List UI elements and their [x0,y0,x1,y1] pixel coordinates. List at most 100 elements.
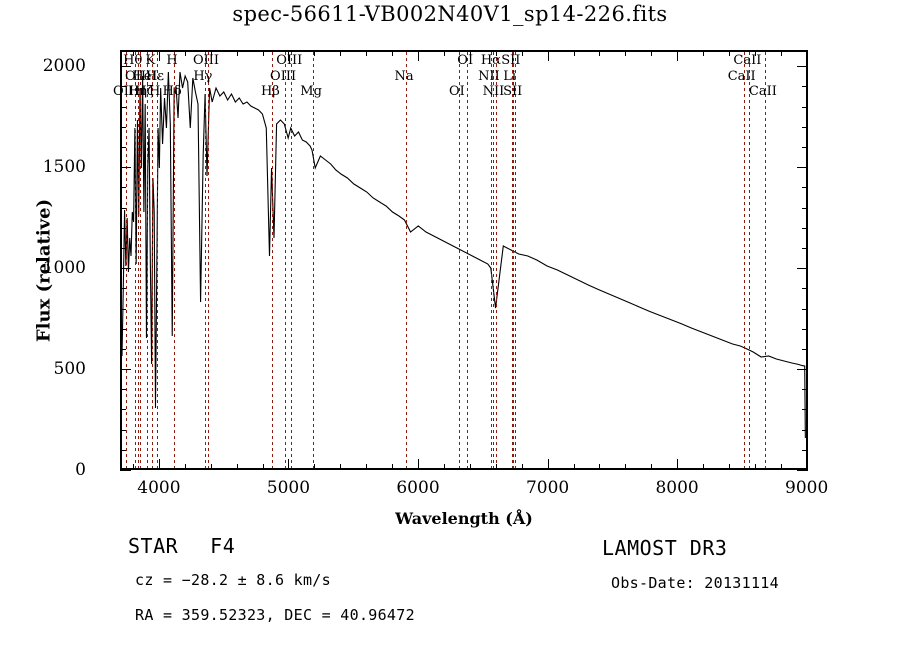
spectral-class: F4 [210,534,236,558]
x-tick-7200 [573,464,575,470]
y-axis-label: Flux (relative) [33,198,55,343]
line-marker-h-3798 [134,52,136,468]
y-tick-right-800 [802,308,808,310]
x-tick-top-5400 [340,50,342,56]
y-tick-1800 [120,106,126,108]
x-tick-top-5200 [314,50,316,56]
y-tick-1200 [120,227,126,229]
line-label-oiii-4959: OIII [270,69,297,84]
line-label-nii-6583: NII [482,84,505,99]
line-marker-h-4861 [272,52,274,468]
line-marker-sii-6716 [512,52,514,468]
x-tick-8800 [780,464,782,470]
y-tick-right-700 [802,328,808,330]
y-tick-1100 [120,247,126,249]
x-tick-4600 [236,464,238,470]
y-tick-1000 [120,268,131,270]
y-tick-label-500: 500 [53,359,86,379]
x-tick-4800 [262,464,264,470]
line-marker-li-6708 [511,52,513,468]
line-label-h-3968: H [149,84,161,99]
line-label-na-5893: Na [394,69,414,84]
y-tick-label-0: 0 [75,460,86,480]
line-marker-oiii-4364 [208,52,209,468]
line-marker-h-3889 [146,52,148,468]
y-tick-right-200 [802,429,808,431]
x-tick-top-6000 [418,50,419,61]
line-marker-h-4102 [174,52,176,468]
line-marker-nii-6583 [495,52,497,468]
line-marker-h-3835 [139,52,141,468]
line-marker-oii-3727 [125,52,127,468]
line-label-h-4102: H [166,53,178,68]
x-tick-6800 [521,464,523,470]
x-tick-3800 [133,464,134,470]
x-tick-top-9000 [806,50,808,61]
y-tick-200 [120,429,126,431]
line-label-h-4340: Hγ [193,69,213,84]
y-tick-label-1500: 1500 [42,157,86,178]
y-tick-right-1400 [802,187,808,189]
line-label-sii-6731: SII [503,84,523,99]
y-tick-right-300 [802,409,808,411]
object-type-line: STAR F4 [128,534,235,558]
line-label-caii-8542: CaII [733,53,762,68]
x-tick-8000 [677,459,679,470]
y-tick-right-1500 [797,167,808,169]
y-tick-1700 [120,126,126,128]
y-tick-900 [120,288,126,290]
line-marker-oiii-5007 [291,52,293,468]
line-label-h-3889: Hζ [135,84,154,99]
line-label-caii-8498: CaII [727,69,756,84]
line-label-oii-3727: OII [113,84,134,99]
line-marker-h-6563 [492,52,494,468]
y-tick-300 [120,409,126,411]
x-tick-6600 [495,464,497,470]
x-tick-5400 [340,464,342,470]
x-tick-top-6600 [495,50,497,56]
x-tick-top-4600 [236,50,238,56]
line-label-h-3798: Hθ [123,53,143,68]
line-marker-mg-5175 [313,52,315,468]
y-tick-1600 [120,146,126,148]
y-tick-right-1300 [802,207,808,209]
x-tick-top-4400 [210,50,212,56]
x-tick-5600 [366,464,368,470]
y-tick-right-1900 [802,86,808,88]
spectrum-plot-frame [120,50,808,470]
y-tick-right-2000 [797,66,808,68]
x-tick-4000 [158,459,160,470]
x-tick-8600 [754,464,756,470]
x-tick-top-4800 [262,50,264,56]
x-tick-8200 [703,464,705,470]
x-tick-top-7400 [599,50,601,56]
line-label-h-3970: Hε [145,69,165,84]
y-tick-label-1000: 1000 [42,258,86,279]
y-tick-1900 [120,86,126,88]
x-tick-label-9000: 9000 [785,478,829,498]
line-marker-caii-8662 [764,52,766,468]
line-marker-nii-6548 [491,52,492,468]
x-tick-5200 [314,464,316,470]
x-tick-top-8400 [729,50,730,56]
y-tick-600 [120,348,126,350]
x-tick-top-8800 [780,50,782,56]
y-tick-1400 [120,187,126,189]
line-marker-h-3970 [157,52,158,468]
y-tick-right-500 [797,369,808,370]
y-tick-700 [120,328,126,330]
x-tick-7400 [599,464,601,470]
x-tick-top-7800 [651,50,653,56]
x-tick-7600 [625,464,627,470]
line-label-caii-8662: CaII [748,84,777,99]
line-label-h-4861: Hβ [260,84,280,99]
x-tick-label-6000: 6000 [396,478,440,498]
x-tick-top-6400 [469,50,471,56]
line-label-h-4102: Hδ [162,84,182,99]
x-tick-top-5000 [288,50,290,61]
y-tick-right-100 [802,449,808,451]
observation-date: Obs-Date: 20131114 [611,574,779,592]
x-tick-6000 [418,459,419,470]
y-tick-right-1800 [802,106,808,108]
